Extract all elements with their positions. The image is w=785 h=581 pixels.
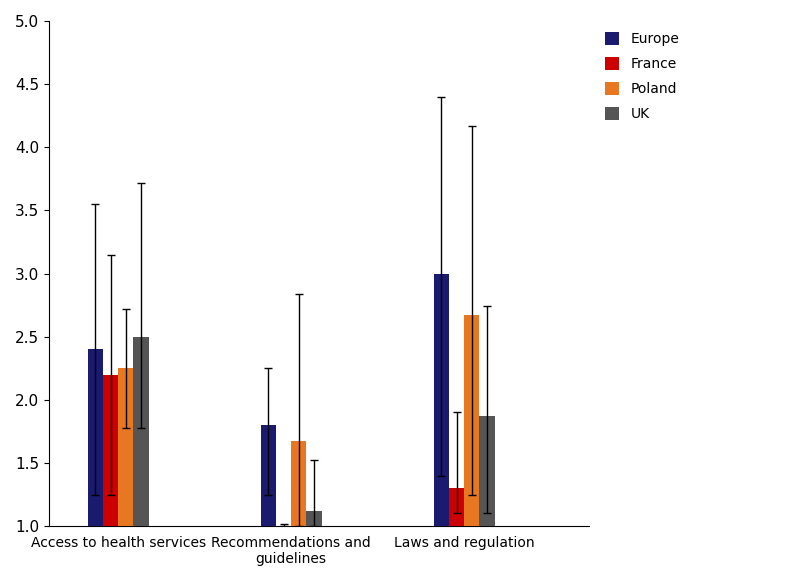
Bar [88, 349, 103, 526]
Bar [103, 375, 119, 526]
Bar [261, 425, 276, 526]
Bar [291, 442, 306, 526]
Bar [449, 488, 464, 526]
Legend: Europe, France, Poland, UK: Europe, France, Poland, UK [601, 28, 683, 125]
Bar [480, 416, 495, 526]
Bar [119, 368, 133, 526]
Bar [306, 511, 322, 526]
Bar [133, 336, 148, 526]
Bar [276, 526, 291, 581]
Bar [464, 315, 480, 526]
Bar [434, 274, 449, 526]
